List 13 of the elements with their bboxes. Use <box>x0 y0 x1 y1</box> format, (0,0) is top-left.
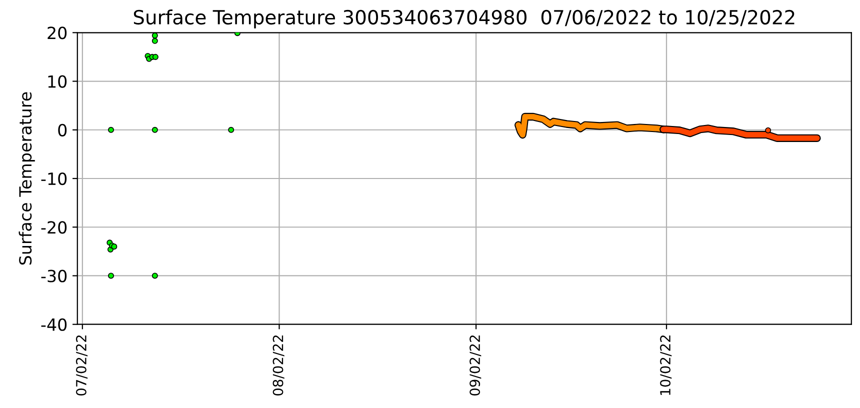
y-tick-label: 20 <box>48 26 67 40</box>
y-tick-label: 0 <box>58 124 67 136</box>
x-tick-label: 10/02/22 <box>660 335 672 395</box>
y-tick-label: -10 <box>41 172 67 186</box>
y-axis-title: Surface Temperature <box>18 92 35 265</box>
x-tick-label: 07/02/22 <box>76 335 88 396</box>
y-tick-label: -20 <box>41 221 67 234</box>
chart-title: Surface Temperature 300534063704980 07/06/2022 to 10/25/2022 <box>134 10 794 28</box>
y-tick-label: 10 <box>48 75 67 88</box>
y-tick-label: -40 <box>41 318 67 331</box>
y-tick-label: -30 <box>41 270 67 282</box>
x-tick-label: 09/02/22 <box>470 335 482 396</box>
x-tick-label: 08/02/22 <box>272 335 284 396</box>
